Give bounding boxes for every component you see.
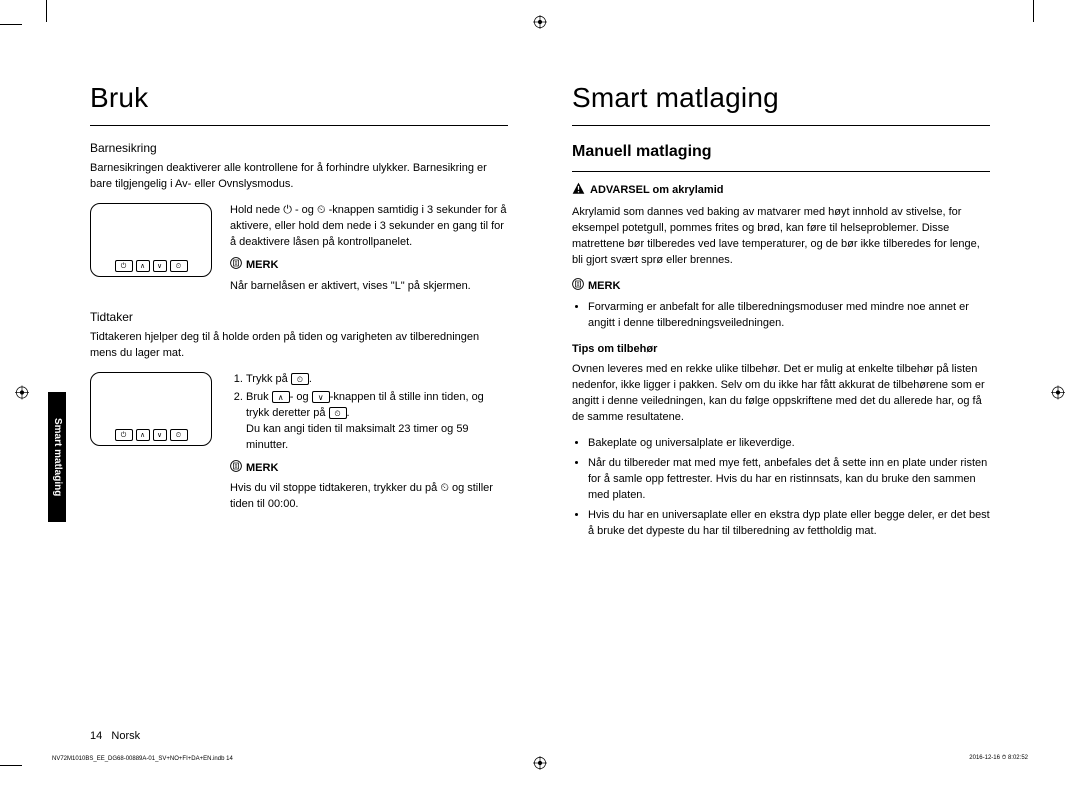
up-icon: ∧ [136,429,150,441]
page-title: Smart matlaging [572,78,990,119]
subheading-barnesikring: Barnesikring [90,140,508,157]
note-heading: MERK [572,278,990,296]
cut-guide [0,24,22,25]
note-label: MERK [246,258,278,274]
list-item: Trykk på ⏲. [246,372,508,388]
figure-caption: Hold nede ⏻ - og ⏲ -knappen samtidig i 3… [230,203,508,295]
tips-heading: Tips om tilbehør [572,342,990,358]
registration-mark-icon [533,756,547,775]
power-icon: ⏻ [115,260,133,272]
timestamp-label: 2016-12-16 ⏱ 8:02:52 [969,755,1028,762]
down-icon: ∨ [153,260,167,272]
note-heading: MERK [230,257,508,275]
note-icon [230,460,242,478]
registration-mark-icon [15,386,29,405]
body-text: Du kan angi tiden til maksimalt 23 timer… [246,423,469,451]
right-page: Smart matlaging Manuell matlaging ADVARS… [552,38,1032,742]
body-text: Tidtakeren hjelper deg til å holde orden… [90,330,508,362]
control-panel-figure: ⏻ ∧ ∨ ⏲ [90,372,212,446]
registration-mark-icon [533,15,547,34]
figure-row: ⏻ ∧ ∨ ⏲ Hold nede ⏻ - og ⏲ -knappen samt… [90,203,508,295]
list-item: Når du tilbereder mat med mye fett, anbe… [588,456,990,504]
up-icon: ∧ [136,260,150,272]
note-text: Når barnelåsen er aktivert, vises "L" på… [230,279,508,295]
subheading-tidtaker: Tidtaker [90,309,508,326]
step-list: Trykk på ⏲. Bruk ∧- og ∨-knappen til å s… [230,372,508,454]
note-label: MERK [246,461,278,477]
cut-guide [46,0,47,22]
note-heading: MERK [230,460,508,478]
cut-guide [1033,0,1034,22]
body-text: Akrylamid som dannes ved baking av matva… [572,205,990,269]
down-icon: ∨ [153,429,167,441]
warning-label: ADVARSEL om akrylamid [590,183,723,199]
note-icon [572,278,584,296]
warning-heading: ADVARSEL om akrylamid [572,182,990,201]
note-icon [230,257,242,275]
up-icon: ∧ [272,391,290,403]
section-rule [572,171,990,172]
source-file-label: NV72M1010BS_EE_DG68-00889A-01_SV+NO+FI+D… [52,756,233,762]
section-heading: Manuell matlaging [572,140,990,163]
body-text: Ovnen leveres med en rekke ulike tilbehø… [572,362,990,426]
list-item: Forvarming er anbefalt for alle tilbered… [588,300,990,332]
figure-row: ⏻ ∧ ∨ ⏲ Trykk på ⏲. Bruk ∧- og ∨-knappen… [90,372,508,514]
control-panel-figure: ⏻ ∧ ∨ ⏲ [90,203,212,277]
list-item: Bakeplate og universalplate er likeverdi… [588,436,990,452]
bullet-list: Forvarming er anbefalt for alle tilbered… [572,300,990,332]
title-rule [572,125,990,126]
figure-caption: Trykk på ⏲. Bruk ∧- og ∨-knappen til å s… [230,372,508,514]
note-label: MERK [588,279,620,295]
list-item: Bruk ∧- og ∨-knappen til å stille inn ti… [246,390,508,454]
bullet-list: Bakeplate og universalplate er likeverdi… [572,436,990,540]
power-icon: ⏻ [115,429,133,441]
registration-mark-icon [1051,386,1065,405]
body-text: Hold nede ⏻ - og ⏲ -knappen samtidig i 3… [230,203,508,251]
left-page: Bruk Barnesikring Barnesikringen deaktiv… [48,38,528,742]
warning-icon [572,182,585,201]
page-number: 14 Norsk [90,730,140,742]
cut-guide [0,765,22,766]
page-title: Bruk [90,78,508,119]
timer-icon: ⏲ [170,429,188,441]
timer-icon: ⏲ [291,373,309,385]
page-spread: Bruk Barnesikring Barnesikringen deaktiv… [48,38,1032,742]
note-text: Hvis du vil stoppe tidtakeren, trykker d… [230,481,508,513]
timer-icon: ⏲ [329,407,347,419]
title-rule [90,125,508,126]
list-item: Hvis du har en universaplate eller en ek… [588,508,990,540]
body-text: Barnesikringen deaktiverer alle kontroll… [90,161,508,193]
down-icon: ∨ [312,391,330,403]
timer-icon: ⏲ [170,260,188,272]
